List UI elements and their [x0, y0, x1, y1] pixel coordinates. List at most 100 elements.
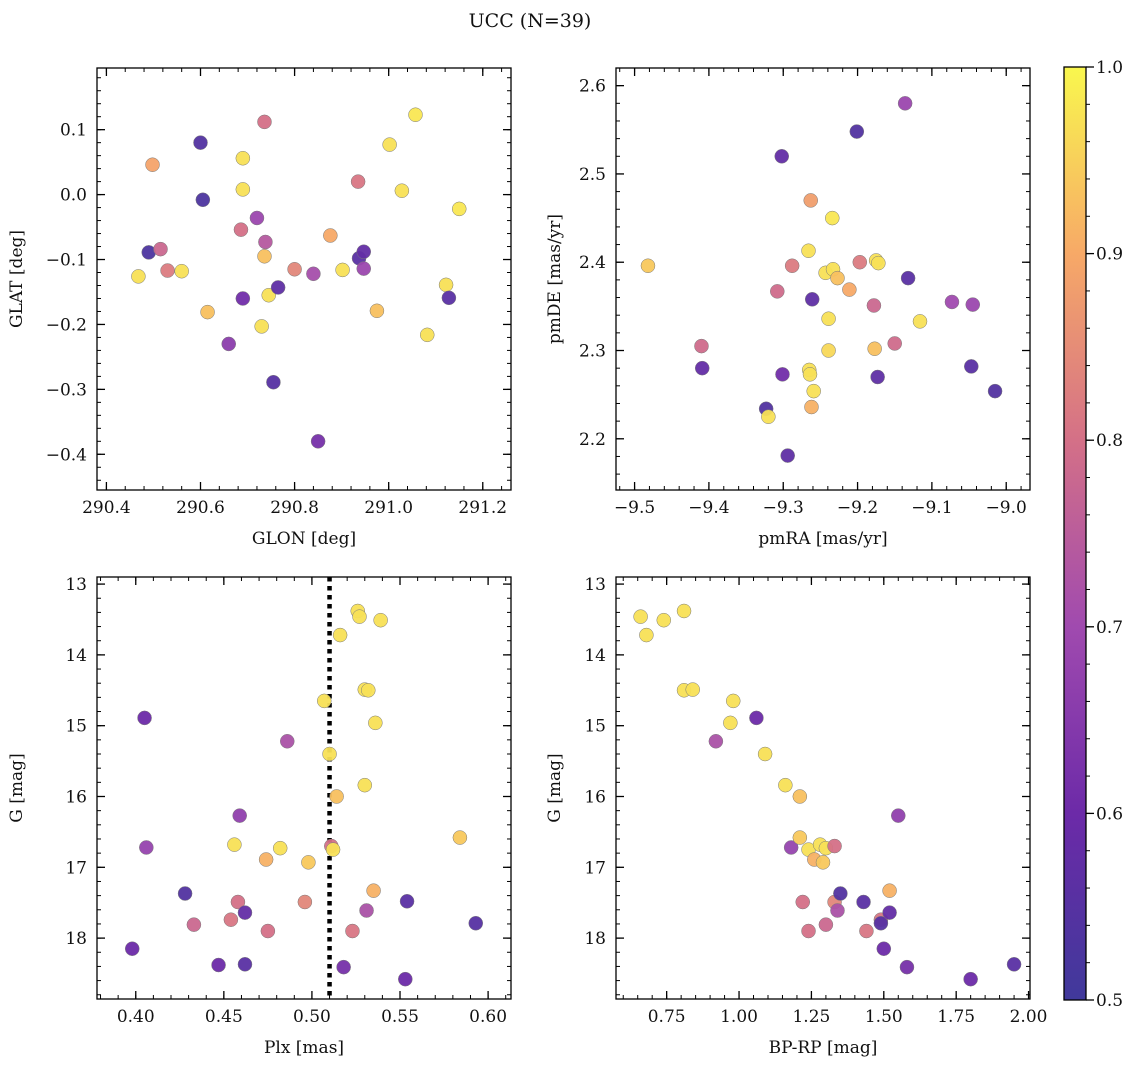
- minor-ticks: [97, 68, 511, 490]
- data-point: [452, 201, 467, 217]
- x-tick-label: 0.75: [648, 1007, 686, 1027]
- data-point: [633, 609, 648, 624]
- data-point: [897, 96, 913, 111]
- x-axis-label: Plx [mas]: [264, 1038, 344, 1058]
- axes-frame: [96, 67, 512, 491]
- data-point: [867, 341, 882, 356]
- y-tick-label: 18: [65, 929, 87, 949]
- data-point: [774, 149, 789, 164]
- data-point: [801, 923, 816, 939]
- data-point: [891, 808, 906, 823]
- data-point: [350, 174, 366, 189]
- axes-frame: [615, 67, 1031, 491]
- y-tick-label: 0.0: [60, 186, 87, 206]
- data-point: [257, 114, 272, 130]
- data-point: [818, 917, 834, 932]
- data-point: [726, 693, 741, 709]
- minor-ticks: [616, 577, 1030, 999]
- data-point: [639, 627, 654, 643]
- data-point: [266, 374, 281, 390]
- data-point: [356, 244, 371, 259]
- x-tick-label: 1.00: [720, 1007, 758, 1027]
- data-point: [325, 842, 341, 857]
- data-point: [398, 971, 413, 987]
- data-point: [368, 715, 383, 731]
- data-point: [792, 830, 808, 845]
- data-point: [830, 270, 845, 286]
- y-axis-label: G [mag]: [7, 753, 27, 822]
- y-axis-label: pmDE [mas/yr]: [545, 214, 565, 344]
- x-tick-label: −9.2: [837, 498, 878, 518]
- data-point: [131, 269, 146, 284]
- data-point: [232, 808, 247, 823]
- data-point: [230, 894, 246, 910]
- data-point: [830, 903, 845, 918]
- x-tick-label: 2.00: [1010, 1007, 1048, 1027]
- data-point: [749, 710, 764, 726]
- data-point: [876, 941, 892, 956]
- data-point: [694, 338, 709, 354]
- x-tick-label: 1.25: [792, 1007, 830, 1027]
- data-point: [261, 287, 276, 303]
- scatter-points: [633, 603, 1022, 987]
- data-point: [237, 957, 253, 972]
- data-point: [366, 883, 381, 898]
- data-point: [849, 124, 865, 139]
- y-tick-label: −0.1: [46, 251, 87, 271]
- x-tick-label: 290.6: [176, 498, 225, 518]
- data-point: [452, 830, 468, 845]
- colorbar-tick-label: 0.5: [1096, 991, 1123, 1011]
- x-tick-label: 0.55: [381, 1007, 419, 1027]
- data-point: [1006, 957, 1022, 972]
- data-point: [352, 609, 367, 624]
- data-point: [761, 409, 776, 424]
- data-point: [306, 266, 321, 282]
- y-tick-label: 2.2: [579, 430, 606, 450]
- colorbar: 0.5 0.6 0.7 0.8 0.9 1.0: [1063, 58, 1123, 1011]
- data-point: [153, 241, 168, 257]
- scatter-points: [124, 603, 484, 987]
- data-point: [882, 883, 897, 898]
- data-point: [287, 262, 302, 277]
- data-point: [815, 855, 831, 870]
- y-tick-label: 15: [65, 717, 87, 737]
- data-point: [870, 369, 885, 385]
- x-axis-label: GLON [deg]: [252, 529, 356, 549]
- data-point: [965, 297, 981, 312]
- y-tick-label: 16: [584, 787, 606, 807]
- axes-frame: [96, 576, 512, 1000]
- y-tick-label: −0.4: [46, 445, 87, 465]
- data-point: [852, 254, 868, 270]
- data-point: [757, 746, 773, 762]
- panel-glon-glat: 290.4 290.6 290.8 291.0 291.2 0.1 0.0 −0.1 −0.2 −…: [7, 67, 512, 549]
- y-tick-label: 2.6: [579, 77, 606, 97]
- data-point: [297, 894, 313, 910]
- data-point: [186, 917, 202, 932]
- y-tick-label: 2.4: [579, 253, 606, 273]
- x-axis-label: pmRA [mas/yr]: [758, 529, 887, 549]
- data-point: [821, 343, 836, 358]
- data-point: [468, 915, 484, 931]
- x-tick-label: −9.3: [763, 498, 804, 518]
- data-point: [821, 311, 836, 326]
- minor-ticks: [97, 577, 511, 999]
- data-point: [806, 383, 821, 399]
- data-point: [803, 193, 818, 208]
- data-point: [124, 941, 140, 956]
- data-point: [249, 210, 265, 226]
- data-point: [335, 262, 350, 278]
- data-point: [963, 971, 978, 987]
- data-point: [193, 135, 208, 150]
- y-tick-label: 17: [584, 858, 606, 878]
- y-axis-label: GLAT [deg]: [7, 230, 27, 328]
- x-tick-label: 290.4: [82, 498, 131, 518]
- y-tick-label: 16: [65, 787, 87, 807]
- data-point: [856, 894, 871, 910]
- data-point: [200, 304, 215, 320]
- y-tick-label: 14: [584, 646, 606, 666]
- major-ticks: [616, 577, 1030, 999]
- y-tick-label: 14: [65, 646, 87, 666]
- data-point: [336, 959, 351, 975]
- data-point: [825, 210, 840, 226]
